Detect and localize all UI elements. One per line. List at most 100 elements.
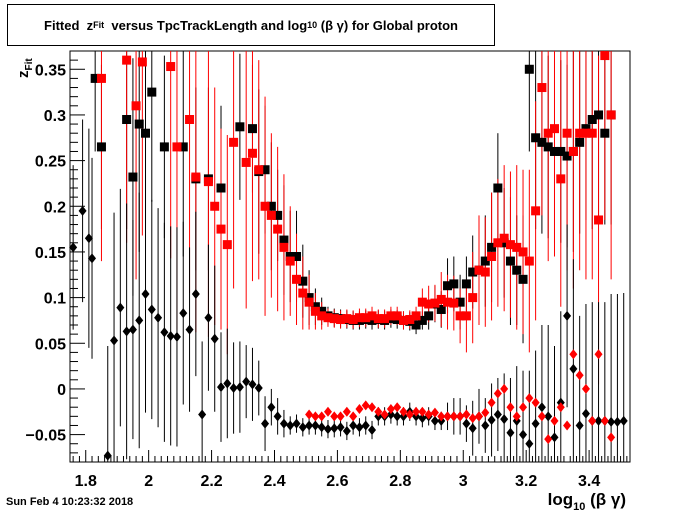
data-point-diamond bbox=[481, 407, 490, 418]
data-point-square bbox=[461, 279, 471, 289]
y-tick-label: 0.15 bbox=[35, 245, 66, 262]
data-point-square bbox=[354, 313, 364, 323]
data-point-diamond bbox=[368, 402, 377, 413]
data-point-square bbox=[505, 256, 515, 266]
data-point-square bbox=[493, 183, 503, 193]
data-point-diamond bbox=[273, 411, 282, 422]
error-bars bbox=[72, 51, 625, 462]
x-axis-label-sub: 10 bbox=[573, 501, 585, 513]
data-point-diamond bbox=[336, 411, 345, 422]
data-point-square bbox=[292, 252, 302, 261]
title-post: (β γ) for Global proton bbox=[317, 17, 458, 33]
data-point-square bbox=[386, 311, 396, 321]
data-point-diamond bbox=[380, 409, 389, 420]
data-point-square bbox=[361, 313, 371, 323]
data-point-square bbox=[310, 302, 320, 312]
data-point-diamond bbox=[512, 411, 521, 422]
data-point-diamond bbox=[88, 253, 97, 264]
data-point-diamond bbox=[412, 406, 421, 417]
x-tick-label: 3.2 bbox=[515, 473, 537, 490]
data-point-square bbox=[468, 293, 478, 303]
data-point-diamond bbox=[607, 416, 616, 427]
data-point-square bbox=[172, 142, 182, 152]
data-point-diamond bbox=[575, 370, 584, 381]
data-point-square bbox=[298, 276, 308, 286]
data-point-square bbox=[203, 177, 213, 187]
data-point-square bbox=[323, 313, 333, 323]
data-point-square bbox=[411, 320, 421, 330]
data-point-square bbox=[247, 124, 257, 134]
data-point-diamond bbox=[487, 414, 496, 425]
data-point-diamond bbox=[468, 413, 477, 424]
data-point-diamond bbox=[103, 450, 112, 461]
data-point-square bbox=[134, 119, 144, 129]
data-point-diamond bbox=[355, 404, 364, 415]
data-point-diamond bbox=[594, 349, 603, 360]
data-point-diamond bbox=[235, 382, 244, 393]
data-point-square bbox=[317, 306, 327, 316]
data-point-square bbox=[468, 267, 478, 277]
data-point-square bbox=[543, 142, 553, 152]
data-point-diamond bbox=[135, 315, 144, 326]
data-point-diamond bbox=[298, 422, 307, 433]
data-point-diamond bbox=[172, 331, 181, 342]
data-point-diamond bbox=[399, 406, 408, 417]
data-point-diamond bbox=[311, 420, 320, 431]
x-tick-label: 2.8 bbox=[389, 473, 411, 490]
data-point-diamond bbox=[531, 418, 540, 429]
data-point-diamond bbox=[481, 420, 490, 431]
data-point-square bbox=[336, 315, 346, 325]
data-point-square bbox=[436, 304, 446, 314]
data-point-square bbox=[594, 110, 604, 120]
data-point-square bbox=[279, 235, 289, 245]
data-point-square bbox=[131, 101, 141, 111]
data-point-square bbox=[292, 274, 302, 284]
data-points bbox=[69, 51, 628, 461]
data-point-square bbox=[411, 311, 421, 321]
data-point-square bbox=[96, 142, 106, 152]
data-point-square bbox=[329, 314, 339, 324]
data-point-square bbox=[273, 224, 283, 234]
data-point-square bbox=[436, 294, 446, 304]
data-point-square bbox=[524, 64, 534, 74]
data-point-square bbox=[430, 298, 440, 308]
data-point-diamond bbox=[160, 327, 169, 338]
data-point-diamond bbox=[386, 409, 395, 420]
data-point-square bbox=[424, 311, 434, 321]
data-point-square bbox=[392, 311, 402, 321]
data-point-square bbox=[449, 279, 459, 289]
data-point-diamond bbox=[254, 383, 263, 394]
data-point-diamond bbox=[198, 409, 207, 420]
data-point-diamond bbox=[418, 406, 427, 417]
data-point-square bbox=[594, 215, 604, 225]
data-point-diamond bbox=[569, 363, 578, 374]
data-point-diamond bbox=[563, 420, 572, 431]
data-point-diamond bbox=[456, 411, 465, 422]
data-point-diamond bbox=[393, 411, 402, 422]
data-point-square bbox=[556, 146, 566, 156]
data-point-square bbox=[222, 240, 232, 250]
x-axis-ticks: 1.8 2 2.2 2.4 2.6 2.8 3 3.2 3.4 bbox=[72, 450, 628, 490]
x-tick-label: 1.8 bbox=[75, 473, 97, 490]
data-point-diamond bbox=[349, 411, 358, 422]
data-point-square bbox=[122, 55, 132, 65]
data-point-square bbox=[241, 157, 251, 167]
x-tick-label: 2.6 bbox=[326, 473, 348, 490]
data-point-square bbox=[449, 298, 459, 308]
x-tick-label: 2 bbox=[144, 473, 153, 490]
data-point-square bbox=[443, 297, 453, 307]
data-point-diamond bbox=[506, 427, 515, 438]
y-tick-label: 0.25 bbox=[35, 154, 66, 171]
data-point-diamond bbox=[368, 425, 377, 436]
x-tick-label: 3 bbox=[459, 473, 468, 490]
data-point-diamond bbox=[550, 415, 559, 426]
data-point-diamond bbox=[204, 312, 213, 323]
data-point-square bbox=[285, 256, 295, 266]
data-point-diamond bbox=[581, 383, 590, 394]
data-point-diamond bbox=[242, 376, 251, 387]
data-point-diamond bbox=[191, 288, 200, 299]
title-pre: Fitted z bbox=[44, 17, 94, 33]
data-point-diamond bbox=[147, 304, 156, 315]
data-point-square bbox=[562, 128, 572, 138]
data-point-square bbox=[310, 306, 320, 316]
